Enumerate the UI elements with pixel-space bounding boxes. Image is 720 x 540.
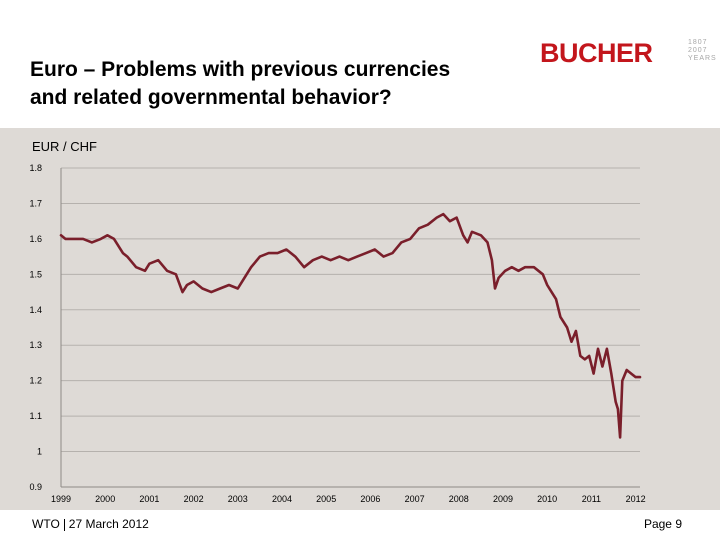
y-tick-label: 1.1: [29, 411, 42, 421]
x-tick-label: 2012: [626, 494, 646, 504]
footer-left: WTO 27 March 2012: [32, 517, 149, 531]
x-tick-label: 2000: [95, 494, 115, 504]
y-tick-label: 1.6: [29, 234, 42, 244]
chart-panel: [0, 128, 720, 510]
footer-org: WTO: [32, 517, 60, 531]
x-tick-label: 2001: [139, 494, 159, 504]
bucher-logo: BUCHER: [540, 38, 653, 68]
y-tick-label: 1.8: [29, 163, 42, 173]
y-tick-label: 1.2: [29, 376, 42, 386]
page-title-line1: Euro – Problems with previous currencies: [30, 58, 451, 81]
y-tick-label: 0.9: [29, 482, 42, 492]
x-tick-label: 2002: [184, 494, 204, 504]
anniversary-years-mark: 1807 2007 YEARS: [688, 39, 718, 63]
page-title-line2: and related governmental behavior?: [30, 86, 392, 109]
x-tick-label: 2003: [228, 494, 248, 504]
years-end: 2007: [688, 47, 708, 54]
footer-date: 27 March 2012: [68, 517, 149, 531]
y-tick-label: 1: [37, 447, 42, 457]
x-tick-label: 2011: [582, 494, 601, 504]
x-tick-label: 2008: [449, 494, 469, 504]
chart-title: EUR / CHF: [32, 139, 97, 154]
x-tick-label: 2009: [493, 494, 513, 504]
x-tick-label: 1999: [51, 494, 71, 504]
y-tick-label: 1.5: [29, 269, 42, 279]
page-title: Euro – Problems with previous currencies…: [30, 56, 530, 112]
x-tick-label: 2005: [316, 494, 336, 504]
y-tick-label: 1.3: [29, 340, 42, 350]
series-line: [59, 212, 642, 439]
y-tick-label: 1.4: [29, 305, 42, 315]
footer-separator: [63, 518, 65, 531]
x-tick-label: 2007: [405, 494, 425, 504]
years-start: 1807: [688, 39, 708, 46]
years-label: YEARS: [688, 55, 717, 62]
x-tick-label: 2010: [537, 494, 557, 504]
x-tick-label: 2006: [360, 494, 380, 504]
y-tick-label: 1.7: [29, 198, 42, 208]
page-number: Page 9: [643, 517, 682, 531]
x-tick-label: 2004: [272, 494, 292, 504]
